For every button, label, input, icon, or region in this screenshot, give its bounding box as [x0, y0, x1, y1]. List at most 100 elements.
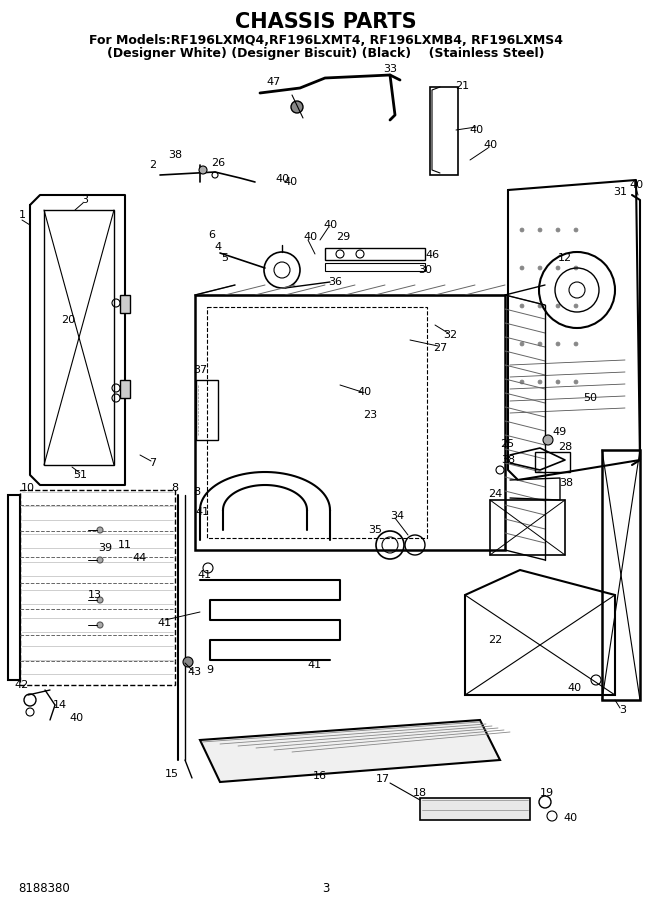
Bar	[195, 295, 505, 550]
Text: 22: 22	[488, 635, 502, 645]
Text: 44: 44	[133, 553, 147, 563]
Circle shape	[574, 342, 578, 346]
Text: 40: 40	[568, 683, 582, 693]
Bar	[120, 295, 130, 313]
Circle shape	[538, 380, 542, 384]
Bar	[325, 248, 425, 260]
Bar	[196, 380, 218, 440]
Text: 27: 27	[433, 343, 447, 353]
Text: 49: 49	[553, 427, 567, 437]
Circle shape	[538, 342, 542, 346]
Text: 50: 50	[583, 393, 597, 403]
Circle shape	[520, 380, 524, 384]
Circle shape	[547, 811, 557, 821]
Text: 30: 30	[418, 265, 432, 275]
Text: 2: 2	[149, 160, 156, 170]
Text: 18: 18	[413, 788, 427, 798]
Circle shape	[556, 380, 560, 384]
Circle shape	[520, 342, 524, 346]
Circle shape	[97, 557, 103, 563]
Circle shape	[183, 657, 193, 667]
Polygon shape	[465, 570, 615, 695]
Circle shape	[574, 380, 578, 384]
Text: 41: 41	[195, 507, 209, 517]
Text: 3: 3	[82, 195, 89, 205]
Text: 11: 11	[118, 540, 132, 550]
Bar	[535, 452, 570, 472]
Text: 40: 40	[469, 125, 483, 135]
Bar	[8, 495, 20, 680]
Text: 38: 38	[559, 478, 573, 488]
Circle shape	[538, 266, 542, 270]
Text: 1: 1	[18, 210, 25, 220]
Text: 41: 41	[198, 570, 212, 580]
Circle shape	[539, 796, 551, 808]
Text: 15: 15	[165, 769, 179, 779]
Text: 40: 40	[323, 220, 337, 230]
Text: 20: 20	[61, 315, 75, 325]
Text: 47: 47	[267, 77, 281, 87]
Polygon shape	[200, 720, 500, 782]
Circle shape	[556, 342, 560, 346]
Text: 46: 46	[425, 250, 439, 260]
Circle shape	[199, 166, 207, 174]
Circle shape	[556, 228, 560, 232]
Circle shape	[574, 304, 578, 308]
Text: 21: 21	[455, 81, 469, 91]
Text: 10: 10	[21, 483, 35, 493]
Text: 40: 40	[483, 140, 497, 150]
Text: 33: 33	[383, 64, 397, 74]
Circle shape	[520, 228, 524, 232]
Bar	[490, 500, 565, 555]
Text: 25: 25	[500, 439, 514, 449]
Text: 12: 12	[558, 253, 572, 263]
Bar	[120, 380, 130, 398]
Bar	[325, 263, 425, 271]
Text: 16: 16	[313, 771, 327, 781]
Text: 23: 23	[363, 410, 377, 420]
Bar	[420, 798, 530, 820]
Text: 40: 40	[629, 180, 643, 190]
Circle shape	[97, 597, 103, 603]
Text: 8188380: 8188380	[18, 881, 70, 895]
Circle shape	[520, 266, 524, 270]
Text: CHASSIS PARTS: CHASSIS PARTS	[235, 12, 417, 32]
Circle shape	[291, 101, 303, 113]
Circle shape	[538, 228, 542, 232]
Text: 31: 31	[613, 187, 627, 197]
Text: 42: 42	[15, 680, 29, 690]
Text: 3: 3	[619, 705, 627, 715]
Circle shape	[538, 304, 542, 308]
Circle shape	[574, 228, 578, 232]
Text: 38: 38	[168, 150, 182, 160]
Text: 34: 34	[390, 511, 404, 521]
Text: 26: 26	[211, 158, 225, 168]
Text: 43: 43	[188, 667, 202, 677]
Text: 6: 6	[209, 230, 216, 240]
Text: 9: 9	[207, 665, 214, 675]
Text: (Designer White) (Designer Biscuit) (Black)    (Stainless Steel): (Designer White) (Designer Biscuit) (Bla…	[107, 48, 545, 60]
Text: 17: 17	[376, 774, 390, 784]
Text: 41: 41	[158, 618, 172, 628]
Bar	[430, 87, 458, 175]
Text: 37: 37	[193, 365, 207, 375]
Text: 40: 40	[303, 232, 317, 242]
Text: 24: 24	[488, 489, 502, 499]
Circle shape	[574, 266, 578, 270]
Text: 40: 40	[70, 713, 84, 723]
Text: 32: 32	[443, 330, 457, 340]
Text: 13: 13	[88, 590, 102, 600]
Text: 4: 4	[215, 242, 222, 252]
Text: 8: 8	[171, 483, 179, 493]
Text: 8: 8	[194, 487, 201, 497]
Text: 7: 7	[149, 458, 156, 468]
Text: 40: 40	[275, 174, 289, 184]
Text: 14: 14	[53, 700, 67, 710]
Bar	[44, 210, 114, 465]
Text: 19: 19	[540, 788, 554, 798]
Text: 41: 41	[308, 660, 322, 670]
Bar	[20, 490, 175, 685]
Text: For Models:RF196LXMQ4,RF196LXMT4, RF196LXMB4, RF196LXMS4: For Models:RF196LXMQ4,RF196LXMT4, RF196L…	[89, 33, 563, 47]
Text: 39: 39	[98, 543, 112, 553]
Bar	[602, 450, 640, 700]
